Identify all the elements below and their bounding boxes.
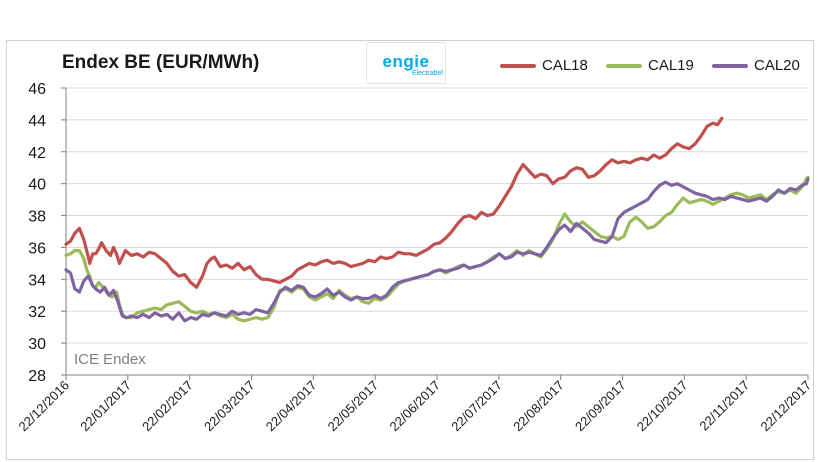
y-tick-label: 28 xyxy=(28,368,46,385)
x-tick-label: 22/12/2017 xyxy=(757,378,814,435)
series-line-cal20 xyxy=(64,177,810,323)
y-tick-label: 44 xyxy=(28,113,46,130)
chart-title: Endex BE (EUR/MWh) xyxy=(62,52,260,73)
y-tick-label: 34 xyxy=(28,272,46,289)
x-tick-label: 22/03/2017 xyxy=(201,378,258,435)
y-tick-label: 32 xyxy=(28,304,46,321)
y-tick-label: 40 xyxy=(28,177,46,194)
logo-subtitle: Electrabel xyxy=(411,70,443,77)
logo-word: engie xyxy=(382,52,430,71)
x-tick-label: 22/06/2017 xyxy=(386,378,443,435)
grid-lines xyxy=(66,87,808,344)
y-tick-label: 42 xyxy=(28,145,46,162)
legend-label-cal19: CAL19 xyxy=(648,57,694,74)
x-tick-label: 22/02/2017 xyxy=(139,378,196,435)
legend-swatch-cal18 xyxy=(500,64,536,68)
x-tick-label: 22/01/2017 xyxy=(77,378,134,435)
x-tick-label: 22/08/2017 xyxy=(510,378,567,435)
x-tick-label: 22/05/2017 xyxy=(325,378,382,435)
legend-label-cal20: CAL20 xyxy=(754,57,800,74)
legend-swatch-cal19 xyxy=(606,64,642,68)
source-note: ICE Endex xyxy=(74,351,146,368)
legend: CAL18 CAL19 CAL20 xyxy=(500,56,820,76)
series-lines xyxy=(64,116,810,323)
x-tick-label: 22/04/2017 xyxy=(263,378,320,435)
series-line-cal19 xyxy=(64,175,810,323)
axes xyxy=(61,87,809,380)
y-tick-label: 38 xyxy=(28,209,46,226)
y-tick-labels: 28 30 32 34 36 38 40 42 44 46 xyxy=(28,81,46,385)
y-tick-label: 36 xyxy=(28,240,46,257)
y-tick-label: 30 xyxy=(28,336,46,353)
legend-swatch-cal20 xyxy=(712,64,748,68)
x-tick-label: 22/09/2017 xyxy=(572,378,629,435)
x-tick-label: 22/07/2017 xyxy=(448,378,505,435)
series-line-cal18 xyxy=(64,116,724,289)
x-tick-label: 22/10/2017 xyxy=(634,378,691,435)
x-tick-label: 22/11/2017 xyxy=(696,378,752,434)
chart-frame xyxy=(6,40,814,460)
engie-logo: engie Electrabel xyxy=(366,42,446,84)
x-tick-labels: 22/12/2016 22/01/2017 22/02/2017 22/03/2017… xyxy=(15,378,814,435)
legend-label-cal18: CAL18 xyxy=(542,57,588,74)
x-tick-label: 22/12/2016 xyxy=(15,378,72,435)
y-tick-label: 46 xyxy=(28,81,46,98)
